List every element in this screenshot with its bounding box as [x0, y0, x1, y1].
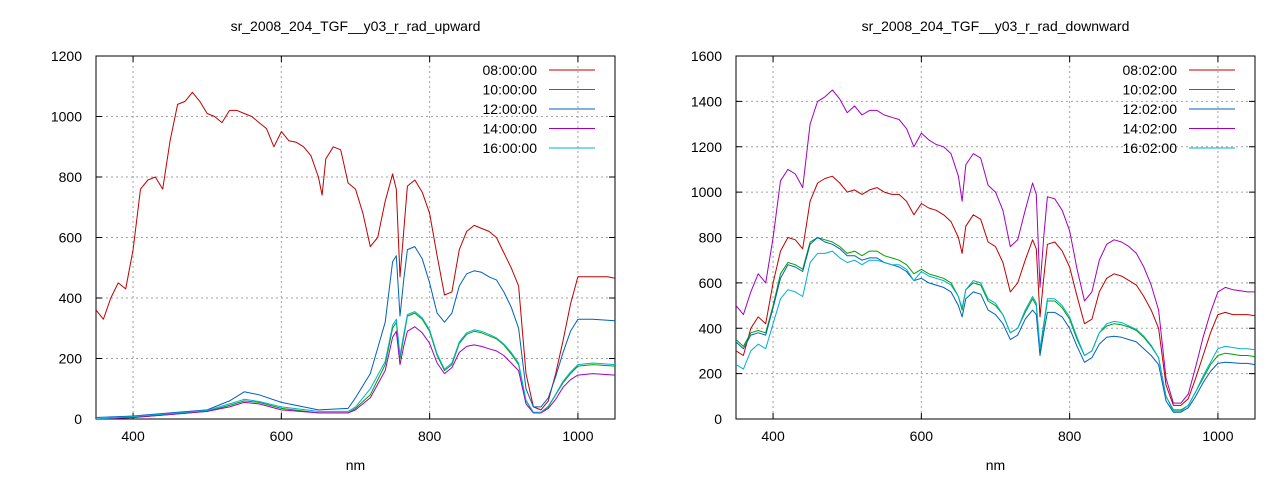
series-line [736, 237, 1255, 411]
legend-label: 10:00:00 [483, 82, 538, 98]
legend-label: 10:02:00 [1123, 82, 1178, 98]
y-tick-label: 1000 [691, 184, 722, 200]
x-axis-label: nm [346, 457, 365, 473]
legend-label: 14:02:00 [1123, 121, 1178, 137]
series-line [736, 250, 1255, 412]
y-tick-label: 800 [699, 230, 723, 246]
x-axis-label: nm [986, 457, 1005, 473]
series-group [736, 89, 1255, 413]
x-tick-label: 800 [1058, 428, 1082, 444]
series-line [96, 91, 615, 411]
x-tick-label: 800 [418, 428, 442, 444]
y-tick-label: 800 [59, 169, 83, 185]
y-tick-label: 0 [74, 411, 82, 427]
y-tick-label: 1200 [691, 139, 722, 155]
y-tick-label: 1200 [51, 48, 82, 64]
x-tick-label: 1000 [1202, 428, 1233, 444]
y-tick-label: 1400 [691, 93, 722, 109]
legend-label: 08:00:00 [483, 62, 538, 78]
y-tick-label: 600 [59, 230, 83, 246]
chart-title: sr_2008_204_TGF__y03_r_rad_downward [862, 18, 1130, 34]
series-line [96, 326, 615, 419]
x-tick-label: 400 [121, 428, 145, 444]
y-tick-label: 1000 [51, 109, 82, 125]
series-line [96, 311, 615, 419]
series-line [736, 237, 1255, 413]
series-group [96, 91, 615, 419]
upward-radiance-chart: sr_2008_204_TGF__y03_r_rad_upward 400 600 8… [51, 18, 616, 473]
y-tick-label: 400 [699, 320, 723, 336]
x-tick-label: 600 [270, 428, 294, 444]
y-tick-label: 200 [59, 351, 83, 367]
chart-title: sr_2008_204_TGF__y03_r_rad_upward [231, 18, 481, 34]
y-tick-label: 400 [59, 290, 83, 306]
y-tick-label: 200 [699, 366, 723, 382]
plot-frame [95, 55, 616, 420]
series-line [96, 312, 615, 419]
legend-label: 08:02:00 [1123, 62, 1178, 78]
legend-label: 12:02:00 [1123, 101, 1178, 117]
legend-label: 14:00:00 [483, 121, 538, 137]
x-tick-label: 600 [910, 428, 934, 444]
series-line [736, 89, 1255, 404]
y-tick-label: 1600 [691, 48, 722, 64]
y-tick-label: 0 [714, 411, 722, 427]
x-tick-label: 1000 [562, 428, 593, 444]
downward-radiance-chart: sr_2008_204_TGF__y03_r_rad_downward 400 60… [691, 18, 1256, 473]
series-line [96, 246, 615, 418]
legend-label: 12:00:00 [483, 101, 538, 117]
plot-frame [735, 55, 1256, 420]
series-line [736, 175, 1255, 406]
legend-label: 16:00:00 [483, 140, 538, 156]
y-tick-label: 600 [699, 275, 723, 291]
legend-label: 16:02:00 [1123, 140, 1178, 156]
x-tick-label: 400 [761, 428, 785, 444]
